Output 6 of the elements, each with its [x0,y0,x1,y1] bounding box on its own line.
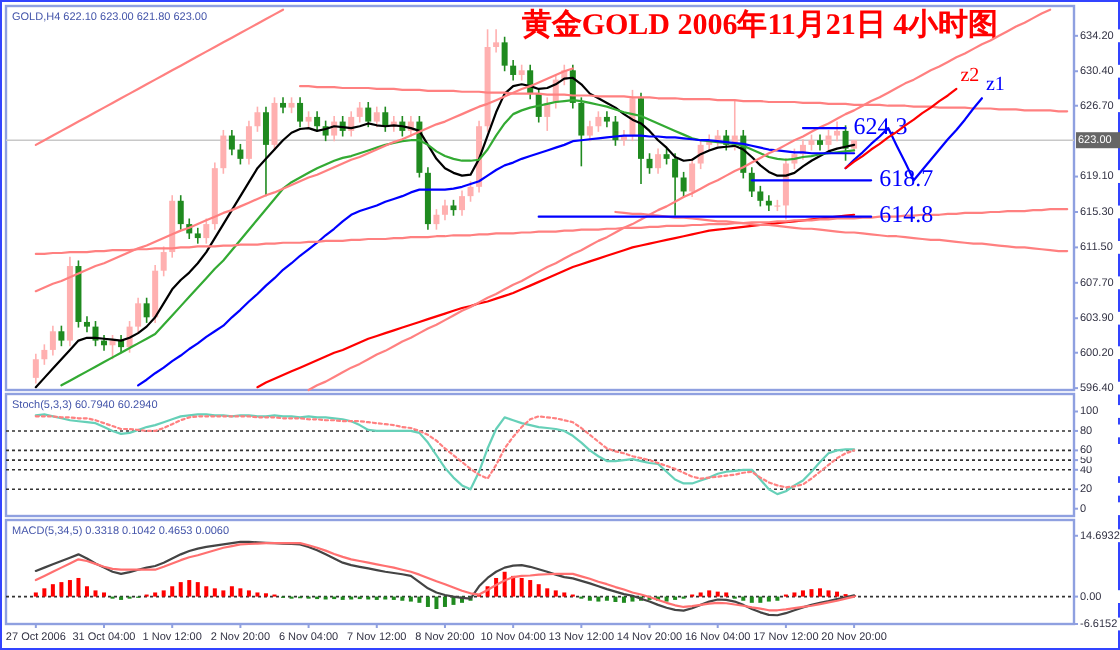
series-label: z1 [985,74,1005,97]
data-label: 624.3 [853,111,908,140]
series-label: z2 [960,64,980,87]
data-label: 614.8 [879,200,934,229]
data-label: 618.7 [879,163,934,192]
chart-title: 黄金GOLD 2006年11月21日 4小时图 [519,8,999,42]
